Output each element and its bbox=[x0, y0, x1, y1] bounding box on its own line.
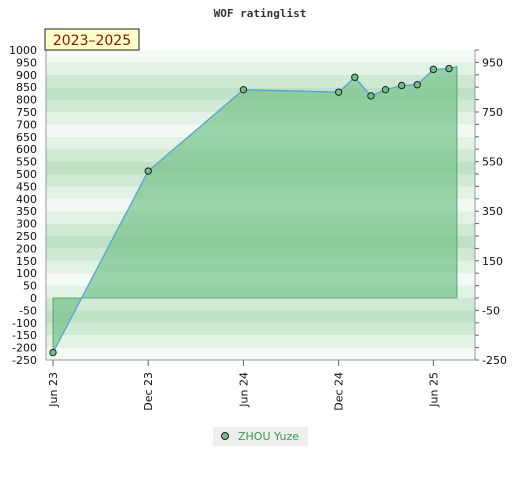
band bbox=[46, 298, 475, 311]
y-right-tick-label: 350 bbox=[482, 205, 503, 218]
chart-title: WOF ratinglist bbox=[214, 7, 307, 20]
y-right-tick-label: 950 bbox=[482, 56, 503, 69]
data-point bbox=[351, 73, 359, 81]
data-point bbox=[381, 85, 390, 94]
y-tick-label: 950 bbox=[16, 56, 37, 69]
y-tick-label: 750 bbox=[16, 106, 37, 119]
y-tick-label: 850 bbox=[16, 81, 37, 94]
data-point bbox=[413, 81, 421, 89]
y-tick-label: 400 bbox=[16, 193, 37, 206]
x-tick-label: Dec 23 bbox=[142, 372, 155, 411]
y-right-tick-label: 550 bbox=[482, 156, 503, 169]
data-point bbox=[445, 64, 453, 73]
y-tick-label: 600 bbox=[16, 143, 37, 156]
y-tick-label: -50 bbox=[19, 304, 37, 317]
x-tick-label: Jun 24 bbox=[237, 372, 250, 408]
y-right-tick-label: -50 bbox=[482, 304, 500, 317]
y-tick-label: 300 bbox=[16, 218, 37, 231]
y-tick-label: 450 bbox=[16, 180, 37, 193]
x-tick-label: Dec 24 bbox=[333, 372, 346, 411]
y-tick-label: -200 bbox=[12, 342, 37, 355]
y-tick-label: 350 bbox=[16, 205, 37, 218]
y-tick-label: 0 bbox=[30, 292, 37, 305]
axes-layer: 1000950900850800750700650600550500450400… bbox=[9, 44, 507, 411]
y-tick-label: 900 bbox=[16, 69, 37, 82]
legend-label: ZHOU Yuze bbox=[238, 430, 299, 443]
data-point bbox=[239, 85, 248, 94]
y-tick-label: -100 bbox=[12, 317, 37, 330]
y-tick-label: 650 bbox=[16, 131, 37, 144]
y-tick-label: 500 bbox=[16, 168, 37, 181]
y-tick-label: -150 bbox=[12, 329, 37, 342]
y-tick-label: 150 bbox=[16, 255, 37, 268]
points-layer bbox=[49, 64, 453, 357]
y-tick-label: 250 bbox=[16, 230, 37, 243]
data-point bbox=[49, 348, 57, 357]
y-right-tick-label: -250 bbox=[482, 354, 507, 367]
y-tick-label: 50 bbox=[23, 280, 37, 293]
year-range-badge: 2023–2025 bbox=[44, 28, 140, 51]
data-point bbox=[367, 92, 375, 100]
band bbox=[46, 74, 475, 88]
y-tick-label: 1000 bbox=[9, 44, 37, 57]
x-tick-label: Jun 25 bbox=[427, 372, 440, 408]
y-tick-label: 700 bbox=[16, 118, 37, 131]
y-tick-label: -250 bbox=[12, 354, 37, 367]
y-tick-label: 550 bbox=[16, 156, 37, 169]
legend-marker bbox=[221, 432, 229, 440]
data-point bbox=[429, 65, 438, 74]
data-point bbox=[144, 167, 152, 175]
x-tick-label: Jun 23 bbox=[47, 372, 60, 408]
data-point bbox=[397, 81, 406, 90]
band bbox=[46, 347, 475, 360]
band bbox=[46, 335, 475, 348]
band bbox=[46, 322, 475, 336]
band bbox=[46, 62, 475, 75]
legend: ZHOU Yuze bbox=[213, 427, 308, 446]
y-tick-label: 800 bbox=[16, 94, 37, 107]
data-point bbox=[334, 88, 343, 96]
y-tick-label: 100 bbox=[16, 267, 37, 280]
year-range-label: 2023–2025 bbox=[53, 33, 131, 49]
y-right-tick-label: 750 bbox=[482, 106, 503, 119]
y-right-tick-label: 150 bbox=[482, 255, 503, 268]
band bbox=[46, 310, 475, 323]
band bbox=[46, 50, 475, 63]
y-tick-label: 200 bbox=[16, 242, 37, 255]
